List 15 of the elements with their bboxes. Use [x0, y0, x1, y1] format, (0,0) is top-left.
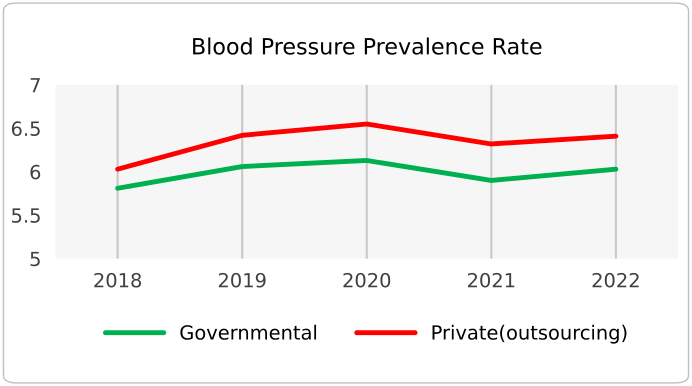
- y-tick-label: 5.5: [12, 208, 40, 223]
- x-tick-label: 2018: [94, 272, 142, 288]
- y-tick-label: 5: [30, 252, 40, 266]
- legend-label: Governmental: [180, 324, 316, 340]
- y-tick-label: 6.5: [12, 121, 40, 136]
- chart-title: Blood Pressure Prevalence Rate: [193, 37, 542, 55]
- x-tick-label: 2022: [592, 272, 639, 288]
- x-tick-label: 2020: [343, 272, 390, 288]
- line-series: [115, 122, 618, 172]
- x-tick-label: 2019: [218, 272, 266, 288]
- y-tick-label: 7: [30, 78, 40, 92]
- legend-label: Private(outsourcing): [432, 324, 626, 344]
- x-tick-label: 2021: [468, 272, 514, 288]
- y-tick-label: 6: [30, 164, 40, 180]
- line-series: [115, 158, 618, 191]
